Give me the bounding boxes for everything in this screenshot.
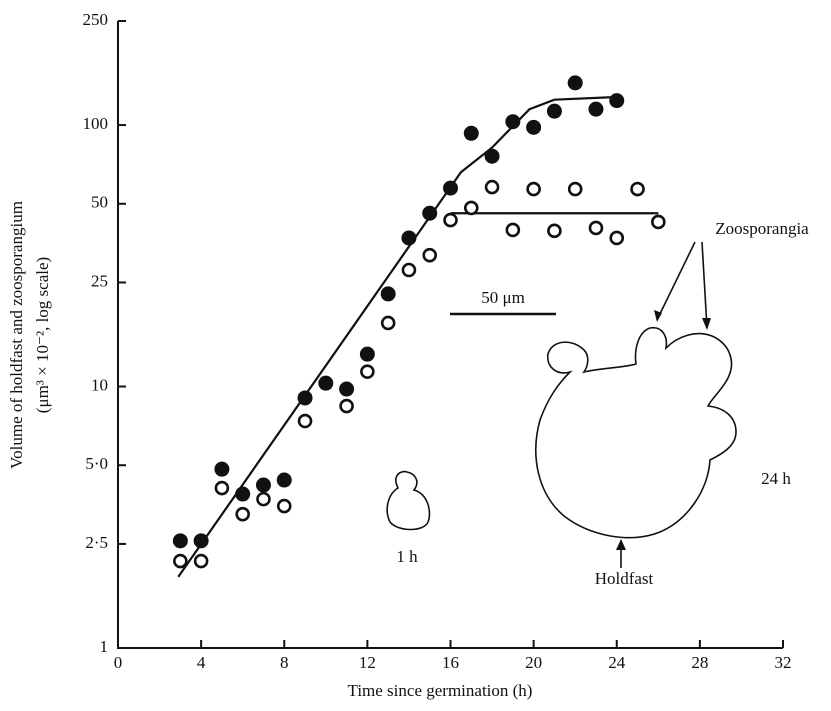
open-point bbox=[609, 230, 625, 246]
filled-point bbox=[484, 148, 500, 164]
y-tick-label: 10 bbox=[91, 375, 108, 394]
annotation: Holdfast bbox=[595, 569, 654, 588]
fit-line bbox=[177, 95, 617, 578]
open-point bbox=[526, 181, 541, 197]
y-tick-label: 2·5 bbox=[85, 533, 108, 552]
x-tick-label: 28 bbox=[691, 653, 708, 672]
annotation: 1 h bbox=[396, 547, 418, 566]
y-tick-label: 25 bbox=[91, 271, 108, 290]
open-point bbox=[651, 214, 666, 230]
x-tick-label: 32 bbox=[775, 653, 792, 672]
filled-point bbox=[609, 93, 625, 109]
x-tick-label: 20 bbox=[525, 653, 542, 672]
arrow bbox=[656, 241, 696, 321]
y-tick-label: 50 bbox=[91, 193, 108, 212]
open-point bbox=[547, 223, 562, 239]
filled-point bbox=[401, 230, 417, 246]
arrowhead bbox=[654, 310, 662, 322]
open-point bbox=[505, 222, 521, 238]
open-point bbox=[214, 480, 230, 496]
y-tick-label: 250 bbox=[83, 10, 109, 29]
x-tick-label: 24 bbox=[608, 653, 626, 672]
filled-point bbox=[443, 180, 458, 196]
filled-point bbox=[422, 205, 438, 221]
filled-point bbox=[255, 477, 271, 493]
filled-point bbox=[505, 114, 521, 130]
x-tick-label: 12 bbox=[359, 653, 376, 672]
open-point bbox=[339, 398, 354, 414]
filled-point bbox=[276, 472, 292, 488]
y-tick-label: 100 bbox=[83, 114, 109, 133]
axes bbox=[117, 21, 783, 649]
open-point bbox=[276, 498, 292, 514]
cell-sketches bbox=[386, 241, 737, 568]
filled-point bbox=[463, 125, 479, 141]
filled-point bbox=[359, 346, 375, 362]
annotation: 50 μm bbox=[481, 288, 525, 307]
open-point bbox=[173, 553, 188, 569]
arrow bbox=[701, 241, 708, 329]
open-point bbox=[422, 247, 438, 263]
open-point bbox=[193, 553, 209, 569]
filled-point bbox=[339, 381, 355, 397]
open-point bbox=[588, 220, 604, 236]
cell-24h bbox=[535, 326, 737, 539]
open-point bbox=[484, 179, 500, 195]
x-tick-label: 0 bbox=[114, 653, 123, 672]
filled-point bbox=[172, 533, 188, 549]
open-point bbox=[463, 200, 479, 216]
filled-point bbox=[214, 461, 230, 477]
filled-point bbox=[567, 75, 583, 91]
x-tick-label: 16 bbox=[442, 653, 459, 672]
open-point bbox=[360, 364, 375, 379]
filled-point bbox=[235, 486, 251, 502]
filled-point bbox=[546, 103, 562, 119]
filled-point bbox=[526, 119, 542, 135]
cell-1h bbox=[386, 470, 431, 531]
annotation: 24 h bbox=[761, 469, 791, 488]
filled-point bbox=[318, 375, 334, 391]
x-axis-label: Time since germination (h) bbox=[348, 681, 533, 700]
annotation: Zoosporangia bbox=[715, 219, 809, 238]
filled-point bbox=[380, 286, 396, 302]
open-point bbox=[567, 181, 583, 197]
open-point bbox=[401, 262, 417, 278]
y-tick-label: 1 bbox=[100, 637, 109, 656]
filled-point bbox=[193, 533, 209, 549]
filled-point bbox=[297, 390, 313, 406]
y-axis-label: (μm³ × 10⁻², log scale) bbox=[33, 257, 52, 413]
open-point bbox=[443, 212, 458, 228]
open-point bbox=[256, 491, 271, 507]
x-tick-label: 8 bbox=[280, 653, 289, 672]
arrowhead bbox=[616, 539, 626, 550]
arrowhead bbox=[702, 318, 711, 330]
open-point bbox=[630, 181, 645, 197]
y-axis-label: Volume of holdfast and zoosporangium bbox=[7, 201, 26, 469]
open-point bbox=[380, 315, 396, 331]
open-point bbox=[297, 413, 313, 429]
y-tick-label: 5·0 bbox=[85, 454, 108, 473]
open-point bbox=[235, 506, 250, 522]
x-tick-label: 4 bbox=[197, 653, 206, 672]
filled-point bbox=[588, 101, 604, 117]
